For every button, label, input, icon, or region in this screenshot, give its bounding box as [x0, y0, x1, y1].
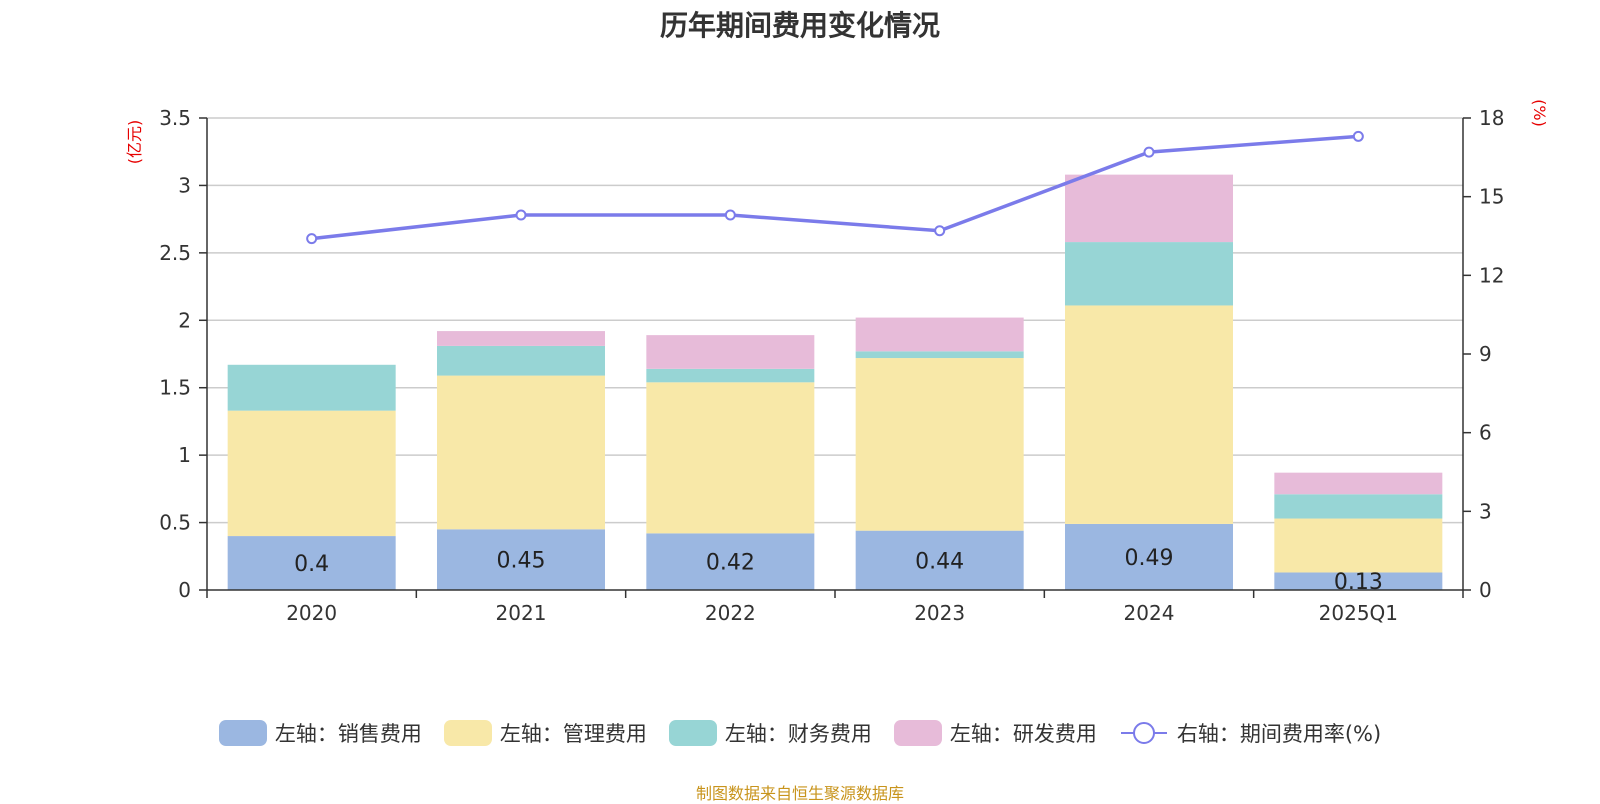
left-axis-tick-label: 1.5: [159, 376, 191, 400]
right-axis-tick-label: 0: [1479, 578, 1492, 602]
legend-swatch: [668, 720, 717, 746]
left-axis-tick-label: 3: [178, 173, 191, 197]
bar-data-label: 0.45: [497, 549, 546, 574]
left-axis-tick-label: 1: [178, 443, 191, 467]
bar-segment: [1065, 174, 1233, 243]
bar-segment: [855, 530, 1024, 590]
rate-line-point: [515, 209, 527, 221]
x-axis-tick-label: 2020: [286, 601, 337, 625]
rate-line-point: [934, 225, 946, 237]
bar-segment: [855, 358, 1024, 531]
bar-data-label: 0.42: [706, 551, 755, 576]
bar-segment: [1065, 523, 1233, 590]
bar-segment: [646, 335, 815, 369]
legend-item[interactable]: 左轴：财务费用: [668, 718, 872, 748]
bar-segment: [437, 331, 605, 346]
bar-segment: [646, 368, 815, 383]
right-axis-tick-label: 12: [1479, 263, 1504, 287]
bar-segment: [1274, 572, 1443, 590]
bar-segment: [437, 345, 605, 376]
x-axis-tick-label: 2023: [914, 601, 965, 625]
bar-segment: [1274, 518, 1443, 573]
rate-line: [311, 134, 1359, 241]
bar-segment: [437, 375, 605, 530]
bar-segment: [1274, 494, 1443, 519]
legend-label: 右轴：期间费用率(%): [1176, 722, 1382, 746]
source-note: 制图数据来自恒生聚源数据库: [695, 784, 904, 803]
bar-data-label: 0.4: [294, 552, 329, 577]
bar-segment: [227, 410, 396, 537]
right-axis-unit: (%): [1530, 99, 1549, 127]
bar-data-label: 0.13: [1334, 570, 1383, 595]
legend-item[interactable]: 左轴：管理费用: [443, 718, 647, 748]
legend-item[interactable]: 右轴：期间费用率(%): [1119, 718, 1381, 748]
rate-line-series: [306, 130, 1364, 245]
right-axis-tick-label: 6: [1479, 421, 1492, 445]
x-axis-tick-label: 2021: [496, 601, 547, 625]
right-axis-tick-label: 3: [1479, 499, 1492, 523]
legend-swatch: [218, 720, 267, 746]
data-labels: 0.4 0.45 0.42 0.44 0.49 0.13: [294, 546, 1383, 595]
rate-line-point: [724, 209, 736, 221]
legend-line-marker-icon: [1120, 722, 1167, 744]
legend-label: 左轴：研发费用: [949, 722, 1097, 746]
legend-label: 左轴：管理费用: [499, 722, 647, 746]
legend-label: 左轴：销售费用: [274, 722, 422, 746]
rate-line-point: [1143, 146, 1155, 158]
left-axis-unit: (亿元): [125, 120, 144, 165]
axes: 0 0.5 1 1.5 2 2.5 3 3.5 0 3 6 9 12 15 18 2020 2021 2022 20…: [159, 106, 1504, 625]
legend-swatch: [443, 720, 492, 746]
rate-line-point: [1352, 130, 1364, 142]
bar-segment: [1274, 472, 1443, 495]
bar-segment: [227, 364, 396, 411]
legend: 左轴：销售费用 左轴：管理费用 左轴：财务费用 左轴：研发费用 右轴：期间费用率(%): [0, 718, 1600, 748]
rate-line-point: [306, 233, 318, 245]
grid-lines: [207, 117, 1463, 524]
bar-segment: [646, 382, 815, 534]
bar-segment: [227, 536, 396, 590]
left-axis-tick-label: 0: [178, 578, 191, 602]
left-axis-tick-label: 0.5: [159, 511, 191, 535]
chart-title: 历年期间费用变化情况: [659, 9, 940, 42]
x-axis-tick-label: 2022: [705, 601, 756, 625]
bar-segment: [437, 529, 605, 590]
right-axis-tick-label: 15: [1479, 185, 1504, 209]
legend-item[interactable]: 左轴：研发费用: [893, 718, 1097, 748]
bar-segment: [646, 533, 815, 590]
left-axis-tick-label: 2.5: [159, 241, 191, 265]
x-axis-tick-label: 2024: [1124, 601, 1175, 625]
left-axis-tick-label: 3.5: [159, 106, 191, 130]
bar-segment: [1065, 305, 1233, 524]
right-axis-tick-label: 18: [1479, 106, 1504, 130]
left-axis-tick-label: 2: [178, 308, 191, 332]
bar-segment: [1065, 242, 1233, 306]
x-axis-tick-label: 2025Q1: [1319, 601, 1398, 625]
legend-swatch: [893, 720, 942, 746]
right-axis-tick-label: 9: [1479, 342, 1492, 366]
bar-data-label: 0.49: [1125, 546, 1174, 571]
bar-segment: [855, 317, 1024, 352]
bar-segment: [855, 351, 1024, 359]
legend-label: 左轴：财务费用: [724, 722, 872, 746]
bar-data-label: 0.44: [915, 549, 964, 574]
legend-item[interactable]: 左轴：销售费用: [218, 718, 422, 748]
bar-stacks: [227, 174, 1443, 590]
